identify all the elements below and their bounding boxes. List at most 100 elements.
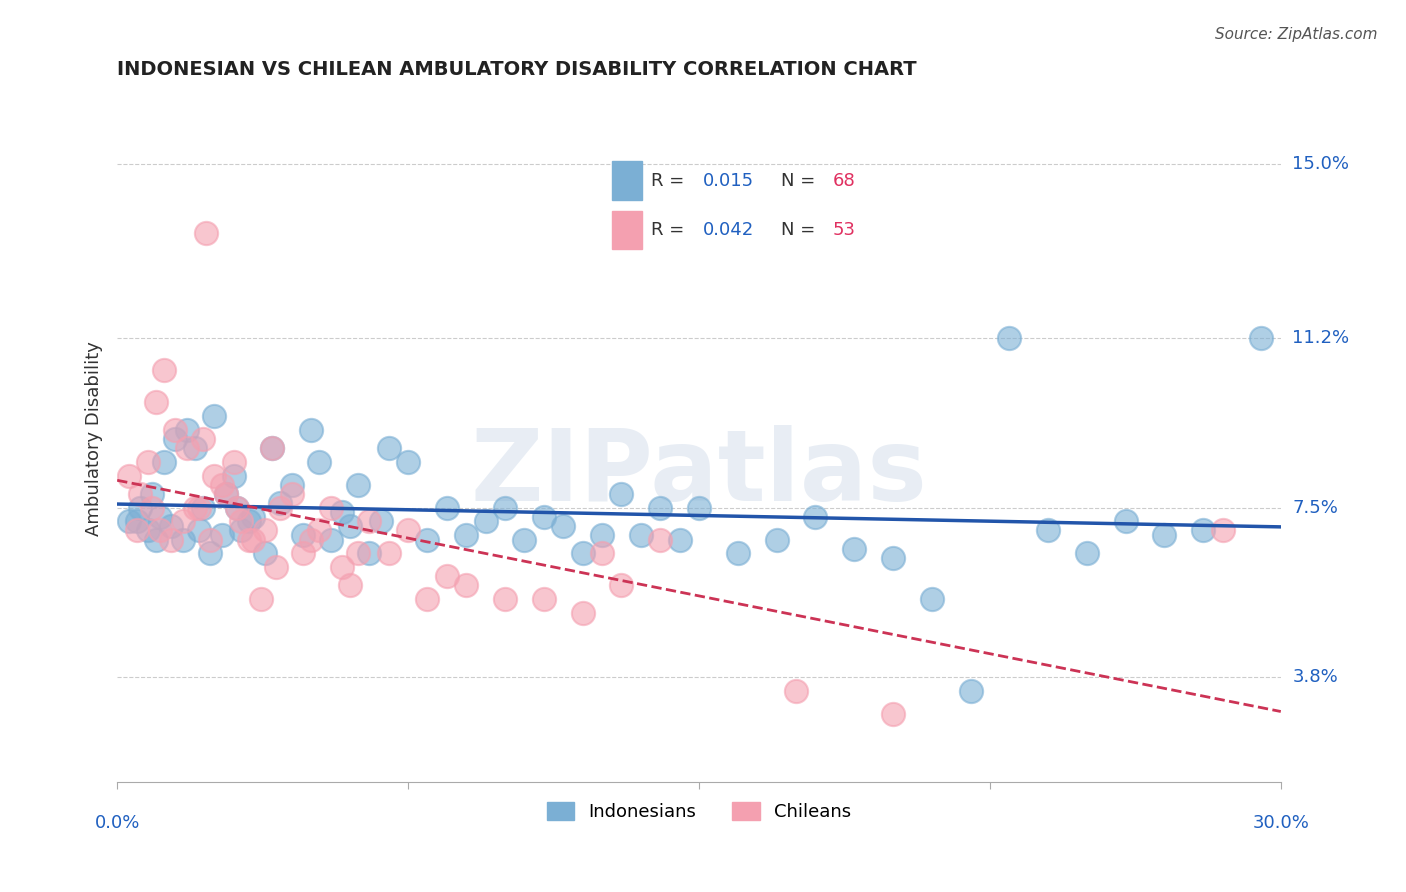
Point: [191, 432, 214, 446]
Point: [668, 533, 690, 547]
Point: [118, 514, 141, 528]
Point: [308, 455, 330, 469]
Point: [160, 519, 183, 533]
Point: [141, 487, 163, 501]
Point: [299, 533, 322, 547]
Point: [226, 500, 249, 515]
Point: [129, 500, 152, 515]
Text: 11.2%: 11.2%: [1292, 329, 1350, 347]
Point: [202, 409, 225, 423]
Point: [456, 578, 478, 592]
Point: [494, 500, 516, 515]
Point: [785, 683, 807, 698]
Point: [359, 546, 381, 560]
Text: ZIPatlas: ZIPatlas: [471, 425, 928, 522]
Point: [727, 546, 749, 560]
Point: [222, 468, 245, 483]
Point: [308, 524, 330, 538]
Point: [145, 533, 167, 547]
Text: 15.0%: 15.0%: [1292, 155, 1350, 173]
Point: [591, 546, 613, 560]
Point: [264, 560, 287, 574]
Point: [176, 441, 198, 455]
Point: [533, 509, 555, 524]
Point: [1250, 331, 1272, 345]
Point: [211, 477, 233, 491]
Point: [269, 496, 291, 510]
Point: [165, 432, 187, 446]
Point: [238, 533, 260, 547]
Point: [1192, 524, 1215, 538]
Text: 7.5%: 7.5%: [1292, 499, 1339, 516]
Point: [136, 524, 159, 538]
Point: [242, 533, 264, 547]
Point: [416, 533, 439, 547]
Point: [436, 500, 458, 515]
Point: [370, 514, 392, 528]
Point: [1076, 546, 1098, 560]
Point: [513, 533, 536, 547]
Point: [231, 524, 253, 538]
Point: [269, 500, 291, 515]
Point: [262, 441, 284, 455]
Point: [359, 514, 381, 528]
Point: [176, 423, 198, 437]
Point: [184, 500, 207, 515]
Point: [804, 509, 827, 524]
Point: [136, 455, 159, 469]
Point: [149, 524, 172, 538]
Point: [765, 533, 787, 547]
Point: [152, 363, 174, 377]
Point: [456, 528, 478, 542]
Point: [215, 487, 238, 501]
Point: [630, 528, 652, 542]
Point: [165, 423, 187, 437]
Point: [262, 441, 284, 455]
Point: [299, 423, 322, 437]
Point: [253, 524, 276, 538]
Point: [211, 528, 233, 542]
Point: [149, 509, 172, 524]
Point: [346, 546, 368, 560]
Point: [591, 528, 613, 542]
Point: [200, 533, 222, 547]
Point: [882, 706, 904, 721]
Point: [319, 533, 342, 547]
Point: [436, 569, 458, 583]
Point: [571, 606, 593, 620]
Point: [959, 683, 981, 698]
Point: [215, 487, 238, 501]
Point: [998, 331, 1021, 345]
Text: 30.0%: 30.0%: [1253, 814, 1309, 832]
Point: [1115, 514, 1137, 528]
Point: [141, 500, 163, 515]
Point: [842, 541, 865, 556]
Point: [650, 500, 672, 515]
Point: [145, 395, 167, 409]
Point: [125, 524, 148, 538]
Point: [242, 509, 264, 524]
Point: [125, 514, 148, 528]
Text: 0.0%: 0.0%: [94, 814, 139, 832]
Point: [396, 455, 419, 469]
Point: [280, 487, 302, 501]
Point: [416, 592, 439, 607]
Point: [339, 578, 361, 592]
Point: [172, 514, 194, 528]
Point: [184, 441, 207, 455]
Point: [172, 533, 194, 547]
Point: [533, 592, 555, 607]
Point: [377, 546, 399, 560]
Legend: Indonesians, Chileans: Indonesians, Chileans: [540, 795, 858, 829]
Point: [319, 500, 342, 515]
Point: [339, 519, 361, 533]
Text: Source: ZipAtlas.com: Source: ZipAtlas.com: [1215, 27, 1378, 42]
Point: [195, 226, 218, 240]
Point: [1036, 524, 1059, 538]
Point: [377, 441, 399, 455]
Point: [396, 524, 419, 538]
Point: [292, 528, 315, 542]
Point: [292, 546, 315, 560]
Point: [1153, 528, 1175, 542]
Point: [882, 551, 904, 566]
